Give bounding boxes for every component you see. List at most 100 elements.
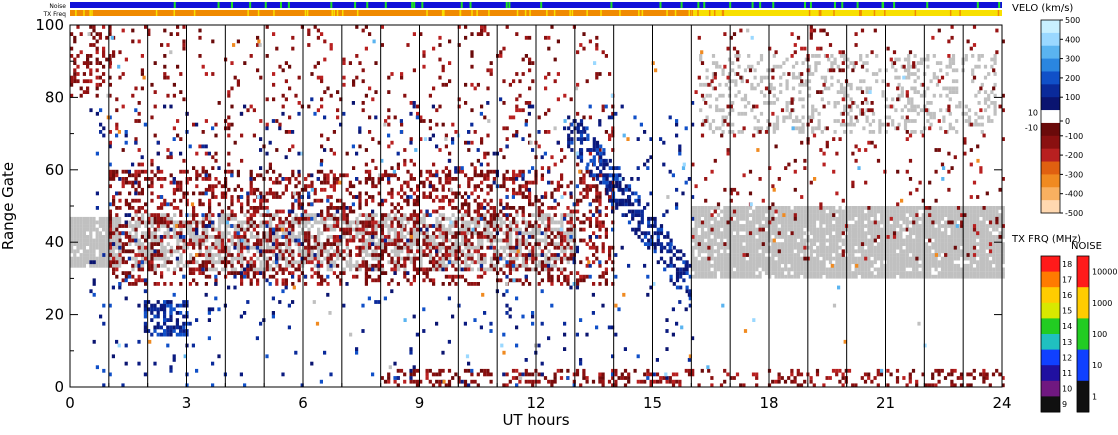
ground-scatter-cell xyxy=(95,260,99,265)
negative-velocity-cell xyxy=(444,173,448,178)
negative-velocity-cell xyxy=(460,202,464,207)
ground-scatter-cell xyxy=(483,231,487,236)
ground-scatter-cell xyxy=(515,213,519,217)
ground-scatter-cell xyxy=(870,209,874,214)
negative-velocity-cell xyxy=(236,224,240,228)
noise-bar-tick xyxy=(610,2,613,8)
negative-velocity-cell xyxy=(412,278,416,283)
negative-velocity-cell xyxy=(403,256,407,261)
ground-scatter-cell xyxy=(892,260,897,265)
negative-velocity-cell xyxy=(192,256,196,261)
negative-velocity-cell xyxy=(108,231,112,236)
ground-scatter-cell xyxy=(541,216,545,221)
negative-velocity-cell xyxy=(147,235,151,239)
negative-velocity-cell xyxy=(384,198,388,203)
negative-velocity-cell xyxy=(460,216,464,221)
ground-scatter-cell xyxy=(793,224,797,228)
ground-scatter-cell xyxy=(896,213,900,217)
negative-velocity-cell xyxy=(425,195,429,199)
ground-scatter-cell xyxy=(736,209,740,214)
negative-velocity-cell xyxy=(464,267,468,272)
ground-scatter-cell xyxy=(464,213,468,217)
negative-velocity-cell xyxy=(227,187,231,192)
negative-velocity-cell xyxy=(364,267,368,272)
negative-velocity-cell xyxy=(108,216,112,221)
ground-scatter-cell xyxy=(467,245,471,250)
ground-scatter-cell xyxy=(809,253,813,257)
negative-velocity-cell xyxy=(307,238,311,243)
ground-scatter-cell xyxy=(889,213,893,217)
ground-scatter-cell xyxy=(912,260,916,265)
ground-scatter-cell xyxy=(141,213,145,217)
ground-scatter-cell xyxy=(921,231,925,236)
negative-velocity-cell xyxy=(275,177,279,181)
negative-velocity-cell xyxy=(428,180,432,185)
negative-velocity-cell xyxy=(352,195,356,199)
ground-scatter-cell xyxy=(563,231,567,236)
negative-velocity-cell xyxy=(236,235,240,239)
ground-scatter-cell xyxy=(201,235,206,239)
ground-scatter-cell xyxy=(819,260,823,265)
ground-scatter-cell xyxy=(880,206,884,210)
ground-scatter-cell xyxy=(98,263,102,268)
negative-velocity-cell xyxy=(464,235,468,239)
negative-velocity-cell xyxy=(428,195,432,199)
tx-freq-tick xyxy=(91,10,93,16)
negative-velocity-cell xyxy=(361,238,365,243)
ground-scatter-cell xyxy=(817,126,821,131)
ground-scatter-cell xyxy=(985,245,989,250)
negative-velocity-cell xyxy=(412,213,416,217)
ground-scatter-cell xyxy=(141,216,145,221)
ground-scatter-cell xyxy=(92,238,96,243)
ground-scatter-cell xyxy=(224,242,228,246)
ground-scatter-cell xyxy=(92,216,96,221)
ground-scatter-cell xyxy=(374,267,378,272)
ground-scatter-cell xyxy=(988,235,993,239)
ground-scatter-cell xyxy=(397,216,401,221)
negative-velocity-cell xyxy=(422,180,426,185)
ground-scatter-cell xyxy=(854,231,858,236)
negative-velocity-cell xyxy=(390,173,394,178)
ground-scatter-cell xyxy=(729,263,733,268)
ground-scatter-cell xyxy=(851,206,855,210)
negative-velocity-cell xyxy=(320,282,324,286)
ground-scatter-cell xyxy=(915,249,919,254)
negative-velocity-cell xyxy=(240,263,244,268)
ground-scatter-cell xyxy=(777,256,781,261)
ground-scatter-cell xyxy=(333,263,337,268)
negative-velocity-cell xyxy=(451,177,455,181)
negative-velocity-cell xyxy=(444,256,448,261)
negative-velocity-cell xyxy=(313,187,317,192)
ground-scatter-cell xyxy=(846,64,850,69)
ground-scatter-cell xyxy=(700,224,705,228)
negative-velocity-cell xyxy=(390,224,394,228)
negative-velocity-cell xyxy=(441,206,445,210)
ground-scatter-cell xyxy=(521,263,526,268)
tx-freq-tick xyxy=(516,10,519,16)
ground-scatter-cell xyxy=(438,267,442,272)
ground-scatter-cell xyxy=(838,245,842,250)
negative-velocity-cell xyxy=(374,278,378,283)
ground-scatter-cell xyxy=(950,206,954,210)
negative-velocity-cell xyxy=(448,274,452,279)
ground-scatter-cell xyxy=(79,242,83,246)
ground-scatter-cell xyxy=(800,263,804,268)
ground-scatter-cell xyxy=(771,263,775,268)
ground-scatter-cell xyxy=(883,213,887,217)
negative-velocity-cell xyxy=(406,198,410,203)
negative-velocity-cell xyxy=(156,242,160,246)
ground-scatter-cell xyxy=(105,235,109,239)
ground-scatter-cell xyxy=(70,242,74,246)
ground-scatter-cell xyxy=(758,213,762,217)
ground-scatter-cell xyxy=(841,263,845,268)
ground-scatter-cell xyxy=(288,235,292,239)
negative-velocity-cell xyxy=(393,206,397,210)
ground-scatter-cell xyxy=(416,231,420,236)
negative-velocity-cell xyxy=(243,235,247,239)
ground-scatter-cell xyxy=(928,271,932,275)
ground-scatter-cell xyxy=(111,227,115,232)
ground-scatter-cell xyxy=(937,227,941,232)
negative-velocity-cell xyxy=(454,224,458,228)
ground-scatter-cell xyxy=(537,245,542,250)
ground-scatter-cell xyxy=(857,227,861,232)
